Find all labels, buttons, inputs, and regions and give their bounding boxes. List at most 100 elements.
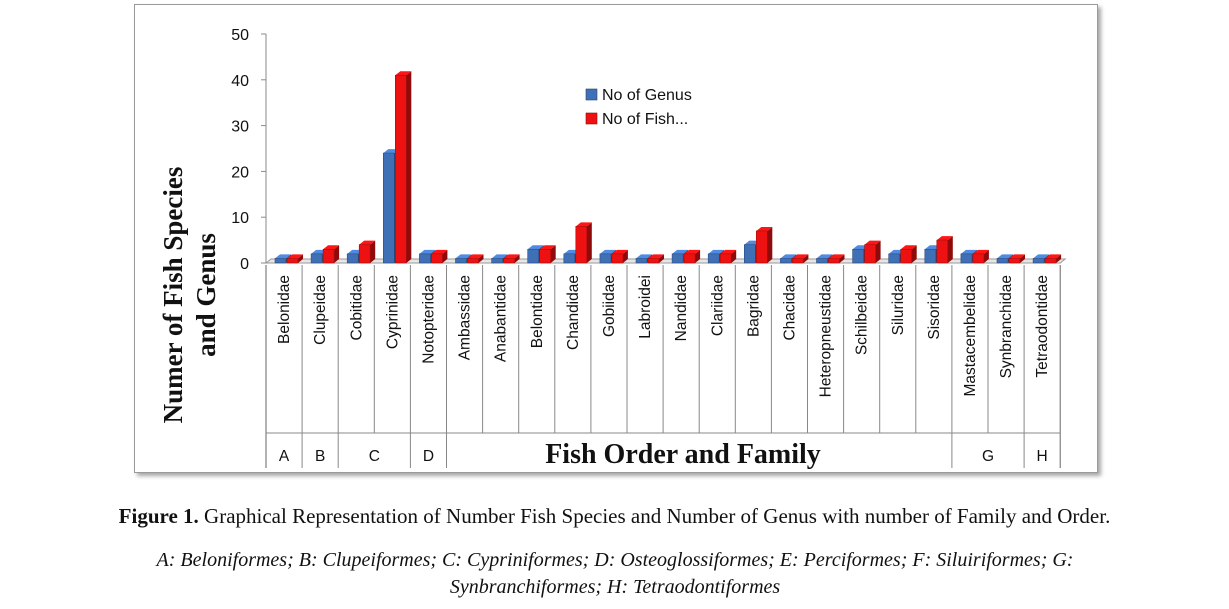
bar-species	[864, 244, 876, 264]
bar-top	[816, 254, 833, 259]
order-group-label: H	[1037, 448, 1048, 465]
legend-label: No of Fish...	[602, 111, 688, 128]
bar-genus	[419, 253, 431, 264]
bar-species	[1044, 258, 1057, 264]
bar-species	[503, 258, 515, 264]
bar-side	[478, 254, 484, 263]
bar-species	[394, 74, 407, 264]
bar-species	[358, 244, 371, 264]
y-tick-label: 20	[231, 164, 249, 181]
x-tick-label: Cyprinidae	[384, 275, 401, 349]
bar-genus	[563, 253, 576, 264]
bar-genus	[599, 253, 612, 264]
bar-side	[911, 245, 917, 263]
bar-genus	[780, 258, 792, 264]
bar-species	[647, 258, 660, 264]
x-tick-label: Chandidae	[565, 275, 582, 350]
bar-species	[828, 258, 840, 264]
bar-species	[431, 253, 443, 264]
bar-top	[527, 245, 544, 250]
bar-top	[491, 254, 508, 259]
bar-top	[359, 240, 376, 245]
bar-genus	[743, 244, 756, 264]
bar-genus	[491, 258, 503, 264]
x-tick-label: Cobitidae	[348, 275, 365, 341]
bar-species	[755, 230, 768, 264]
bar-top	[684, 249, 701, 254]
x-tick-label: Synbranchidae	[998, 275, 1015, 378]
bar-species	[792, 258, 804, 264]
bar-species	[936, 239, 949, 264]
bar-genus	[924, 248, 937, 264]
bar-genus	[274, 258, 287, 264]
bar-species	[467, 258, 479, 264]
bar-top	[636, 254, 652, 259]
x-tick-label: Siluridae	[890, 275, 907, 335]
bar-species	[286, 258, 299, 264]
bar-genus	[527, 248, 540, 264]
bar-genus	[707, 253, 720, 264]
bar-genus	[383, 152, 395, 264]
bar-species	[322, 248, 335, 264]
bar-top	[503, 254, 520, 259]
order-group-label: A	[279, 448, 290, 465]
bar-side	[550, 245, 556, 263]
bar-top	[395, 71, 412, 76]
bar-genus	[455, 258, 467, 264]
x-tick-label: Anabantidae	[493, 275, 510, 362]
bar-top	[648, 254, 664, 259]
bar-chart: 0 10 20 30 40 50 Belonidae Clupeidae Cobitidae Cy…	[158, 27, 1067, 470]
bar-side	[514, 254, 520, 263]
bar-side	[442, 249, 448, 263]
legend-swatch	[585, 112, 598, 125]
bar-species	[1008, 258, 1021, 264]
y-axis-title-line-1: Numer of Fish Species	[158, 167, 188, 424]
y-tick-label: 50	[231, 27, 249, 44]
bar-top	[287, 254, 303, 259]
bar-top	[960, 249, 977, 254]
footnote-line-2: Synbranchiformes; H: Tetraodontiformes	[449, 576, 781, 598]
bar-top	[611, 249, 628, 254]
bar-top	[756, 226, 773, 231]
bar-top	[1009, 254, 1025, 259]
bar-top	[1033, 254, 1050, 259]
bar-genus	[996, 258, 1009, 264]
caption-label: Figure 1.	[118, 504, 199, 528]
bar-top	[720, 249, 737, 254]
bar-genus	[960, 253, 973, 264]
bar-top	[431, 249, 448, 254]
footnote-line-1: A: Beloniformes; B: Clupeiformes; C: Cyp…	[156, 549, 1074, 571]
x-tick-label: Notopteridae	[420, 275, 437, 364]
x-tick-label: Belontidae	[529, 275, 546, 348]
bar-top	[323, 245, 340, 250]
bar-genus	[671, 253, 684, 264]
bar-top	[708, 249, 725, 254]
bar-top	[419, 249, 436, 254]
bar-side	[767, 226, 773, 263]
bar-top	[864, 240, 881, 245]
bar-side	[406, 71, 412, 263]
bar-side	[803, 254, 809, 263]
bar-species	[683, 253, 696, 264]
x-tick-label: Bagridae	[745, 275, 762, 337]
bar-top	[1045, 254, 1062, 259]
bar-side	[659, 254, 664, 263]
bar-top	[936, 236, 953, 241]
bar-genus	[635, 258, 648, 264]
x-tick-label: Sisoridae	[926, 275, 943, 340]
order-group-label: G	[982, 448, 994, 465]
bar-top	[780, 254, 797, 259]
x-tick-label: Gobiidae	[601, 275, 618, 337]
bar-side	[695, 249, 701, 263]
bar-side	[839, 254, 845, 263]
bar-top	[275, 254, 291, 259]
bar-species	[575, 226, 588, 264]
bar-top	[828, 254, 845, 259]
x-tick-label: Clupeidae	[312, 275, 329, 345]
y-tick-label: 0	[240, 256, 249, 273]
caption-text: Graphical Representation of Number Fish …	[198, 504, 1111, 528]
y-axis-title-line-2: and Genus	[191, 233, 221, 357]
bar-species	[972, 253, 985, 264]
bar-top	[672, 249, 689, 254]
y-tick-label: 30	[231, 119, 249, 136]
